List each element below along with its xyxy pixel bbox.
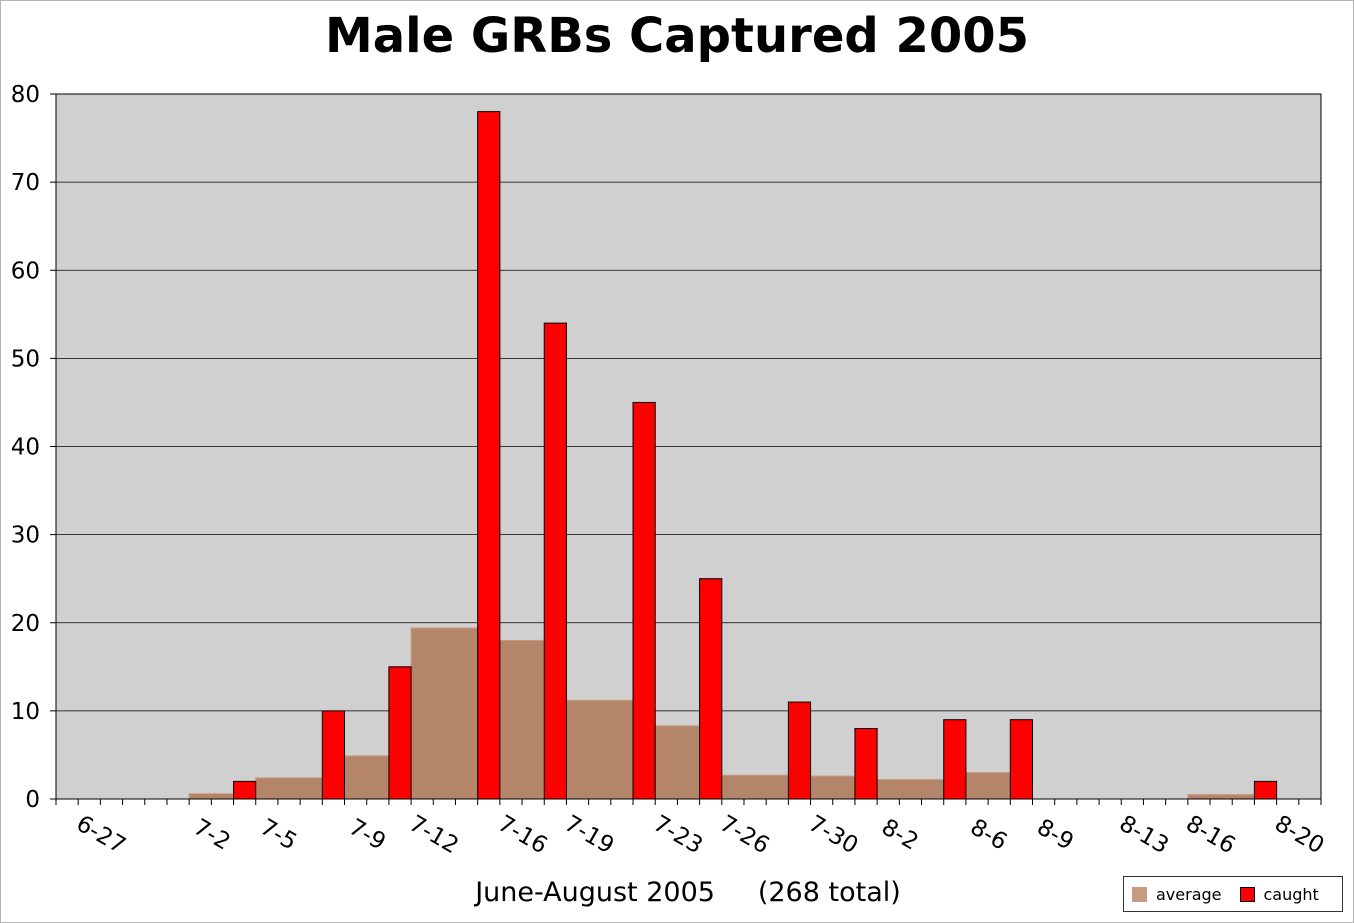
- bar-caught: [233, 780, 257, 800]
- x-tick-label: 7-30: [804, 811, 862, 860]
- x-tick-label: 8-13: [1115, 811, 1173, 860]
- legend-item-caught: caught: [1239, 884, 1319, 904]
- bar-caught: [632, 401, 656, 800]
- bar-caught: [699, 578, 723, 800]
- y-tick-label: 20: [11, 611, 40, 637]
- bar-average: [410, 627, 479, 800]
- bar-average: [810, 775, 856, 800]
- bar-caught: [388, 666, 412, 800]
- x-tick-label: 8-6: [966, 814, 1012, 855]
- bar-caught: [321, 710, 346, 800]
- x-tick-label: 8-9: [1032, 814, 1078, 855]
- y-tick-label: 80: [11, 82, 40, 108]
- bar-average: [499, 639, 545, 800]
- bar-caught: [1009, 719, 1033, 800]
- bar-caught: [854, 728, 878, 800]
- legend-item-average: average: [1132, 885, 1222, 904]
- y-tick-label: 10: [11, 699, 40, 725]
- bar-caught: [787, 701, 812, 800]
- bar-caught: [477, 111, 501, 800]
- x-tick-label: 7-5: [256, 814, 302, 855]
- x-tick-label: 7-2: [189, 814, 235, 855]
- chart-title: Male GRBs Captured 2005: [324, 8, 1030, 64]
- bar-average: [965, 772, 1011, 800]
- x-tick-label: 8-2: [877, 814, 923, 855]
- y-tick-label: 40: [11, 435, 40, 461]
- legend-label-average: average: [1156, 884, 1222, 904]
- bar-average: [721, 774, 789, 800]
- x-axis-label: June-August 2005 (268 total): [475, 877, 901, 908]
- bar-caught: [543, 322, 567, 800]
- y-tick-label: 30: [11, 523, 40, 549]
- x-tick-label: 7-12: [405, 811, 463, 860]
- bar-average: [876, 779, 945, 800]
- y-tick-label: 50: [11, 346, 40, 372]
- bar-caught: [1253, 780, 1278, 800]
- legend-swatch-average: [1132, 886, 1147, 902]
- x-tick-label: 7-19: [560, 811, 618, 860]
- bar-caught: [943, 719, 967, 800]
- bar-average: [344, 755, 390, 800]
- x-tick-label: 7-16: [493, 811, 551, 860]
- legend-label-caught: caught: [1263, 884, 1319, 904]
- bar-average: [1187, 794, 1255, 800]
- y-tick-label: 70: [11, 170, 40, 196]
- x-tick-label: 6-27: [72, 811, 130, 860]
- chart-legend: average caught: [1123, 876, 1343, 912]
- y-tick-label: 0: [25, 787, 40, 813]
- x-tick-label: 8-20: [1270, 811, 1328, 860]
- x-tick-label: 7-23: [649, 811, 707, 860]
- x-tick-label: 7-26: [715, 811, 773, 860]
- bar-average: [654, 725, 701, 800]
- y-tick-label: 60: [11, 258, 40, 284]
- bar-average: [565, 699, 634, 800]
- legend-swatch-caught: [1239, 886, 1255, 902]
- x-tick-label: 7-9: [344, 814, 390, 855]
- x-tick-label: 8-16: [1181, 811, 1239, 860]
- bar-average: [255, 777, 323, 800]
